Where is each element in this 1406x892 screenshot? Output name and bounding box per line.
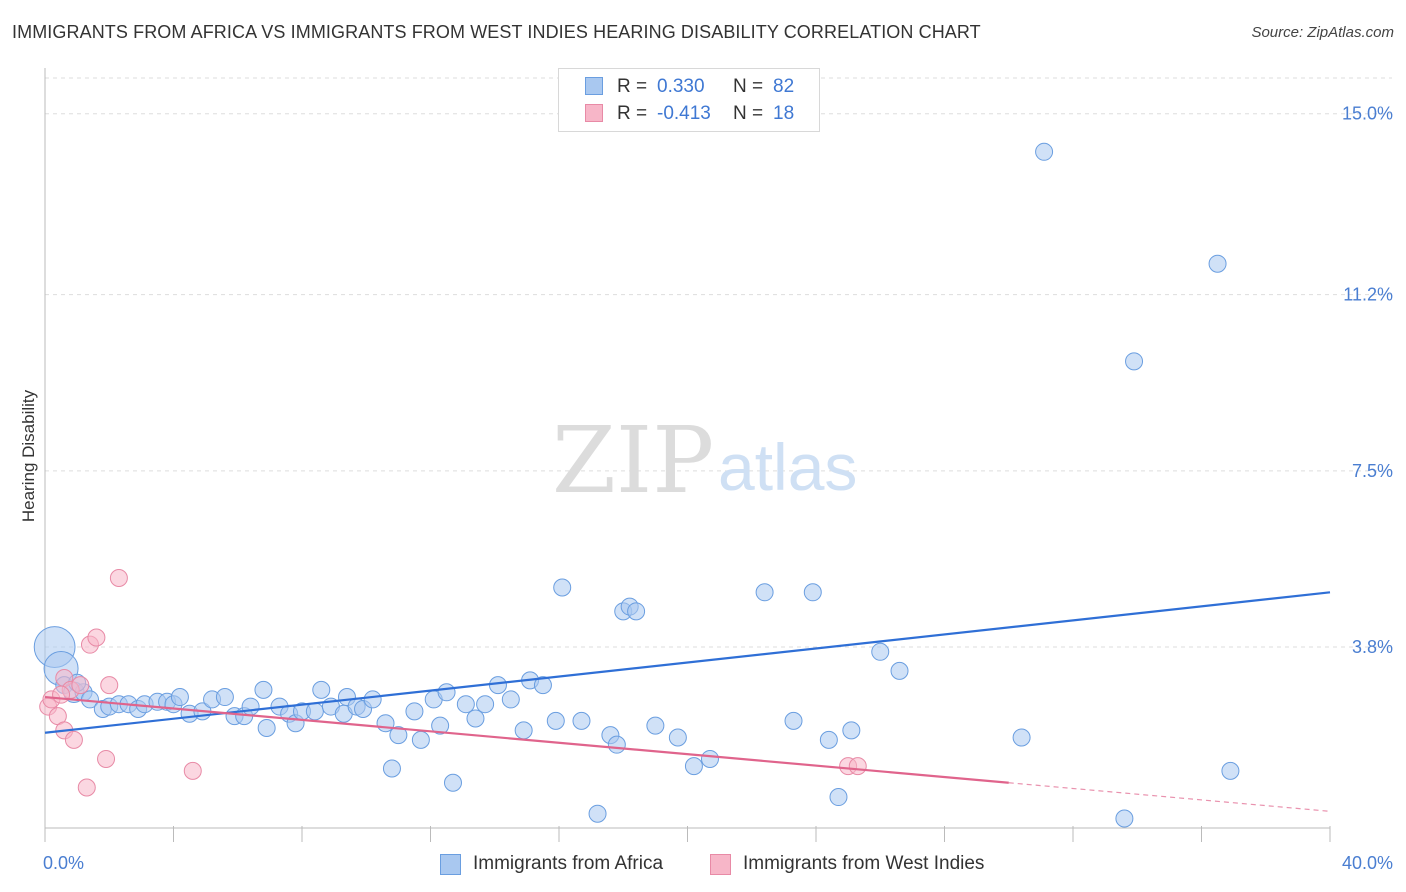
legend-r-label: R = (617, 76, 648, 97)
data-point-africa (443, 773, 462, 792)
data-point-africa (411, 730, 430, 749)
y-tick-label: 3.8% (1352, 637, 1393, 657)
data-point-africa (305, 702, 324, 721)
data-point-africa (1221, 761, 1240, 780)
chart-title: IMMIGRANTS FROM AFRICA VS IMMIGRANTS FRO… (12, 22, 981, 42)
correlation-legend: R = 0.330 N = 82 R = -0.413 N = 18 (558, 68, 820, 132)
data-point-africa (646, 716, 665, 735)
y-tick-label: 11.2% (1343, 285, 1393, 305)
data-point-africa (514, 721, 533, 740)
data-point-africa (871, 642, 890, 661)
data-point-africa (254, 680, 273, 699)
data-point-westindies (109, 569, 128, 587)
data-point-africa (684, 757, 703, 776)
data-point-africa (819, 730, 838, 749)
trend-line-westindies (44, 695, 1009, 784)
data-point-africa (456, 695, 475, 714)
data-point-africa (389, 726, 408, 745)
data-point-westindies (77, 778, 96, 797)
data-point-africa (1125, 352, 1144, 371)
x-tick-label: 0.0% (43, 853, 84, 873)
bottom-legend-swatch-africa (440, 854, 461, 875)
data-point-africa (533, 676, 552, 695)
data-point-westindies (87, 628, 106, 647)
data-point-africa (431, 716, 450, 735)
data-point-africa (405, 702, 424, 721)
data-point-africa (1035, 142, 1054, 161)
legend-n-value: 18 (773, 103, 795, 124)
legend-n-value: 82 (773, 76, 795, 97)
data-point-africa (437, 683, 456, 702)
legend-n-label: N = (733, 76, 764, 97)
data-point-africa (170, 688, 189, 707)
data-point-africa (501, 690, 520, 709)
y-tick-label: 7.5% (1352, 461, 1393, 481)
data-point-africa (1012, 728, 1031, 747)
trend-line-westindies-extrapolated (1008, 782, 1331, 812)
data-point-africa (382, 759, 401, 778)
bottom-legend-label-africa: Immigrants from Africa (473, 853, 664, 874)
data-point-africa (553, 578, 572, 597)
tick-labels: 3.8% 7.5% 11.2% 15.0% 0.0% 40.0% (43, 104, 1393, 873)
data-point-westindies (100, 676, 119, 695)
data-point-africa (829, 788, 848, 807)
grid-lines (45, 77, 1392, 648)
data-point-africa (241, 697, 260, 716)
data-point-africa (627, 602, 646, 621)
data-point-africa (842, 721, 861, 740)
data-point-westindies (52, 685, 71, 704)
data-point-africa (546, 711, 565, 730)
legend-swatch-africa (585, 77, 603, 95)
data-point-westindies (71, 676, 90, 695)
watermark: ZIP atlas (552, 407, 857, 514)
series-africa-points (33, 142, 1240, 828)
data-point-africa (257, 719, 276, 737)
data-point-africa (363, 690, 382, 709)
data-point-africa (572, 711, 591, 730)
data-point-africa (1115, 809, 1134, 828)
data-point-africa (607, 735, 626, 754)
legend-r-value: -0.413 (657, 103, 711, 124)
data-point-africa (668, 728, 687, 747)
watermark-atlas: atlas (718, 430, 857, 504)
legend-swatch-westindies (585, 104, 603, 122)
trend-lines (44, 591, 1331, 812)
data-point-westindies (848, 757, 867, 776)
data-point-africa (700, 749, 719, 768)
legend-r-label: R = (617, 103, 648, 124)
watermark-zip: ZIP (552, 407, 714, 514)
data-point-africa (803, 583, 822, 602)
x-tick-label: 40.0% (1342, 853, 1393, 873)
data-point-africa (215, 688, 234, 707)
legend-n-label: N = (733, 103, 764, 124)
data-point-westindies (183, 761, 202, 780)
data-point-africa (466, 709, 485, 728)
data-point-africa (784, 711, 803, 730)
bottom-legend-swatch-westindies (710, 854, 731, 875)
data-point-africa (890, 661, 909, 680)
series-westindies-points (39, 569, 867, 797)
source-label: Source: ZipAtlas.com (1251, 24, 1394, 41)
y-tick-label: 15.0% (1342, 104, 1393, 124)
data-point-africa (588, 804, 607, 823)
data-point-westindies (64, 730, 83, 749)
data-point-africa (488, 676, 507, 695)
data-point-africa (755, 583, 774, 602)
trend-line-africa (44, 591, 1331, 734)
data-point-africa (1208, 254, 1227, 273)
data-point-africa (476, 695, 495, 714)
legend-r-value: 0.330 (657, 76, 705, 97)
data-point-africa (312, 680, 331, 699)
data-point-westindies (97, 749, 116, 768)
bottom-legend-label-westindies: Immigrants from West Indies (743, 853, 985, 874)
data-point-africa (376, 714, 395, 733)
y-axis-label: Hearing Disability (19, 389, 38, 522)
